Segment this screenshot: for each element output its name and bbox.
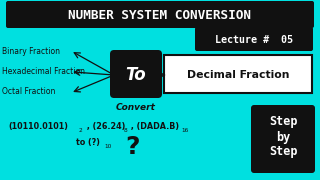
Text: NUMBER SYSTEM CONVERSION: NUMBER SYSTEM CONVERSION	[68, 9, 252, 22]
FancyBboxPatch shape	[110, 50, 162, 98]
Text: Octal Fraction: Octal Fraction	[2, 87, 55, 96]
Text: 8: 8	[124, 127, 128, 132]
FancyBboxPatch shape	[164, 55, 312, 93]
Text: Step: Step	[269, 145, 297, 159]
Text: by: by	[276, 130, 290, 143]
Text: Hexadecimal Fraction: Hexadecimal Fraction	[2, 68, 85, 76]
Text: Binary Fraction: Binary Fraction	[2, 48, 60, 57]
Text: Convert: Convert	[116, 102, 156, 111]
Text: , (DADA.B): , (DADA.B)	[128, 122, 179, 130]
Text: 10: 10	[104, 143, 111, 148]
Text: to (?): to (?)	[76, 138, 100, 147]
Text: 2: 2	[79, 127, 83, 132]
Text: 16: 16	[181, 127, 188, 132]
Text: Step: Step	[269, 116, 297, 129]
FancyBboxPatch shape	[6, 1, 314, 28]
Text: To: To	[126, 66, 146, 84]
FancyBboxPatch shape	[195, 27, 313, 51]
Text: Decimal Fraction: Decimal Fraction	[187, 70, 289, 80]
Text: , (26.24): , (26.24)	[84, 122, 125, 130]
FancyBboxPatch shape	[251, 105, 315, 173]
Text: Lecture #  05: Lecture # 05	[215, 35, 293, 45]
Text: ?: ?	[125, 135, 140, 159]
Text: (10110.0101): (10110.0101)	[8, 122, 68, 130]
